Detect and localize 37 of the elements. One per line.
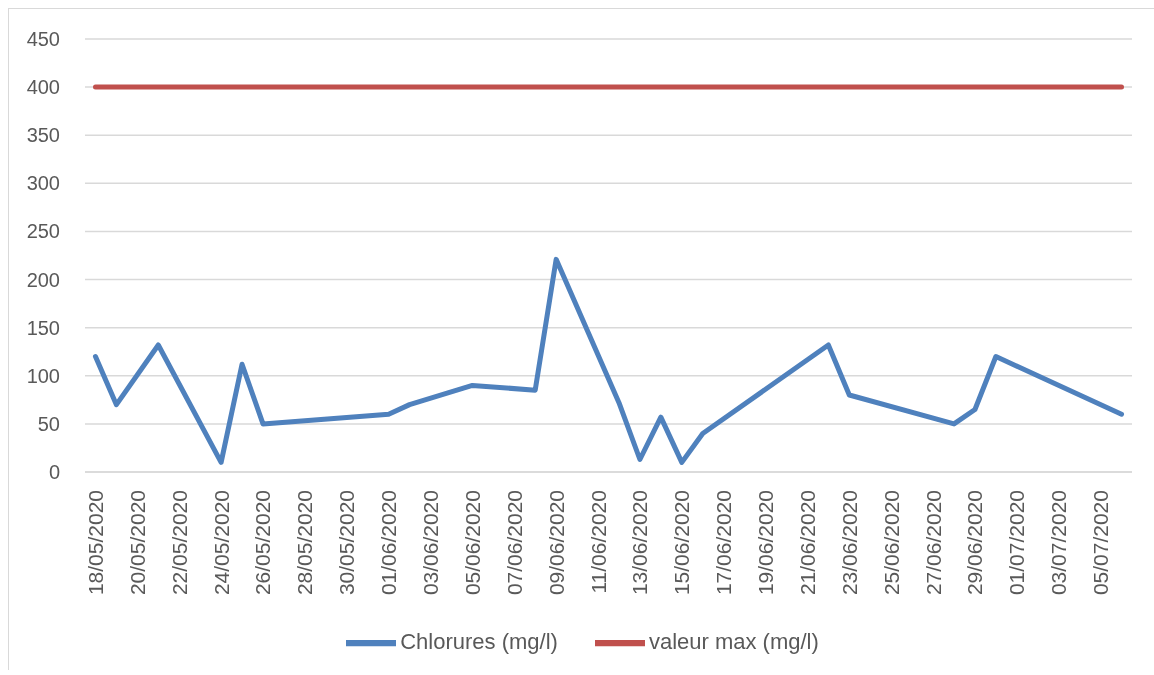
legend-label: valeur max (mg/l) bbox=[648, 628, 819, 654]
y-tick-label: 450 bbox=[26, 28, 60, 50]
x-tick-label: 30/05/2020 bbox=[335, 490, 359, 596]
x-tick-label: 01/07/2020 bbox=[1005, 490, 1029, 596]
x-tick-label: 21/06/2020 bbox=[795, 490, 819, 596]
x-tick-label: 09/06/2020 bbox=[544, 490, 568, 596]
y-tick-label: 400 bbox=[26, 76, 60, 99]
x-tick-label: 20/05/2020 bbox=[125, 490, 149, 596]
x-tick-label: 07/06/2020 bbox=[502, 490, 526, 596]
x-tick-label: 13/06/2020 bbox=[628, 490, 652, 596]
x-tick-label: 25/06/2020 bbox=[879, 490, 903, 596]
x-tick-label: 24/05/2020 bbox=[209, 490, 233, 596]
x-tick-label: 03/07/2020 bbox=[1047, 490, 1071, 596]
x-tick-label: 29/06/2020 bbox=[963, 490, 987, 596]
x-tick-label: 26/05/2020 bbox=[251, 490, 275, 596]
y-tick-label: 250 bbox=[26, 220, 60, 243]
y-tick-label: 200 bbox=[26, 268, 60, 291]
x-tick-label: 05/06/2020 bbox=[460, 490, 484, 596]
x-tick-label: 03/06/2020 bbox=[419, 490, 443, 596]
y-tick-label: 50 bbox=[37, 412, 60, 435]
y-tick-label: 350 bbox=[26, 124, 60, 147]
x-tick-label: 01/06/2020 bbox=[377, 490, 401, 596]
x-tick-label: 11/06/2020 bbox=[586, 490, 610, 594]
x-tick-label: 17/06/2020 bbox=[712, 490, 736, 596]
x-tick-label: 28/05/2020 bbox=[293, 490, 317, 596]
x-tick-label: 23/06/2020 bbox=[837, 490, 861, 596]
x-tick-label: 22/05/2020 bbox=[167, 490, 191, 596]
x-tick-label: 05/07/2020 bbox=[1089, 490, 1113, 596]
y-tick-label: 0 bbox=[48, 461, 60, 483]
y-tick-label: 300 bbox=[26, 172, 60, 195]
legend-label: Chlorures (mg/l) bbox=[400, 628, 558, 654]
x-tick-label: 18/05/2020 bbox=[83, 490, 107, 596]
x-tick-label: 19/06/2020 bbox=[754, 490, 778, 596]
x-tick-label: 27/06/2020 bbox=[921, 490, 945, 596]
y-tick-label: 150 bbox=[26, 316, 60, 339]
x-tick-label: 15/06/2020 bbox=[670, 490, 694, 596]
y-tick-label: 100 bbox=[26, 364, 60, 387]
